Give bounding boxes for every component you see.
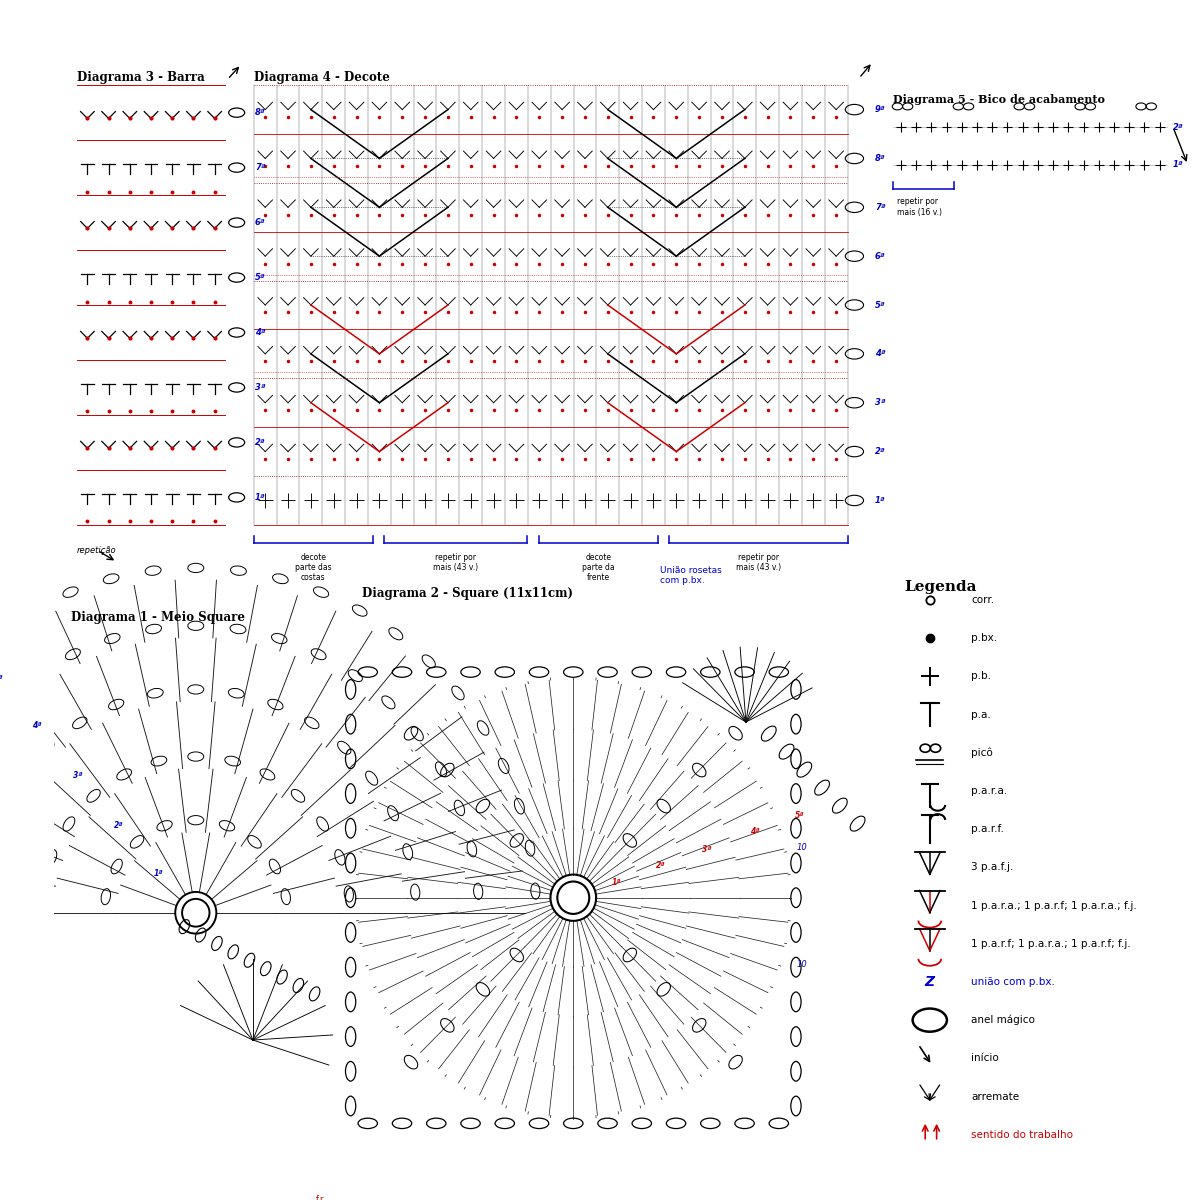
Text: união com p.bx.: união com p.bx. xyxy=(971,977,1055,986)
Text: 3 p.a.f.j.: 3 p.a.f.j. xyxy=(971,863,1013,872)
Text: p.a.: p.a. xyxy=(971,709,991,720)
Text: 4ª: 4ª xyxy=(750,827,760,836)
Text: 7ª: 7ª xyxy=(875,203,886,212)
Text: 3ª: 3ª xyxy=(702,845,712,853)
Text: Z: Z xyxy=(925,974,935,989)
Text: 1ª: 1ª xyxy=(154,869,163,878)
Text: 4ª: 4ª xyxy=(254,328,265,337)
Text: União rosetas
com p.bx.: União rosetas com p.bx. xyxy=(660,565,721,586)
Text: anel mágico: anel mágico xyxy=(971,1015,1034,1025)
Text: 7ª: 7ª xyxy=(254,163,265,172)
Text: picô: picô xyxy=(971,748,992,758)
Text: 2ª: 2ª xyxy=(114,821,124,830)
Text: 8ª: 8ª xyxy=(875,154,886,163)
Text: 2ª: 2ª xyxy=(655,862,665,870)
Text: p.bx.: p.bx. xyxy=(971,634,997,643)
Text: 9ª: 9ª xyxy=(875,106,886,114)
Text: 5ª: 5ª xyxy=(254,274,265,282)
Text: f.r.: f.r. xyxy=(317,1195,326,1200)
Text: repetir por
mais (43 v.): repetir por mais (43 v.) xyxy=(736,553,781,572)
Text: 1ª: 1ª xyxy=(612,877,622,887)
Text: p.a.r.a.: p.a.r.a. xyxy=(971,786,1007,796)
Text: decote
parte da
frente: decote parte da frente xyxy=(582,553,614,582)
Text: 5ª: 5ª xyxy=(0,673,4,683)
Text: 5ª: 5ª xyxy=(875,300,886,310)
Text: corr.: corr. xyxy=(971,595,994,605)
Text: repetição: repetição xyxy=(77,546,116,554)
Text: 6ª: 6ª xyxy=(875,252,886,260)
Text: 1 p.a.r.a.; 1 p.a.r.f; 1 p.a.r.a.; f.j.: 1 p.a.r.a.; 1 p.a.r.f; 1 p.a.r.a.; f.j. xyxy=(971,900,1136,911)
Text: Legenda: Legenda xyxy=(905,581,977,594)
Text: Diagrama 2 - Square (11x11cm): Diagrama 2 - Square (11x11cm) xyxy=(362,587,574,600)
Text: 5ª: 5ª xyxy=(796,810,805,820)
Text: repetir por
mais (43 v.): repetir por mais (43 v.) xyxy=(433,553,479,572)
Text: 3ª: 3ª xyxy=(875,398,886,407)
Text: 10: 10 xyxy=(797,960,808,968)
Text: arremate: arremate xyxy=(971,1092,1019,1102)
Text: 1ª: 1ª xyxy=(254,493,265,502)
Text: 1ª: 1ª xyxy=(1172,161,1183,169)
Text: Diagrama 4 - Decote: Diagrama 4 - Decote xyxy=(253,71,390,84)
Text: início: início xyxy=(971,1054,998,1063)
Text: 4ª: 4ª xyxy=(32,720,42,730)
Text: 2ª: 2ª xyxy=(1172,122,1183,132)
Text: p.a.r.f.: p.a.r.f. xyxy=(971,824,1003,834)
Text: 10: 10 xyxy=(797,842,808,852)
Text: 3ª: 3ª xyxy=(254,383,265,392)
Text: p.b.: p.b. xyxy=(971,672,991,682)
Text: 1ª: 1ª xyxy=(875,496,886,505)
Text: 8ª: 8ª xyxy=(254,108,265,118)
Text: Diagrama 3 - Barra: Diagrama 3 - Barra xyxy=(77,71,204,84)
Text: 2ª: 2ª xyxy=(254,438,265,446)
Text: Diagrama 1 - Meio Square: Diagrama 1 - Meio Square xyxy=(71,611,245,624)
Text: 6ª: 6ª xyxy=(254,218,265,227)
Text: decote
parte das
costas: decote parte das costas xyxy=(295,553,331,582)
Text: Diagrama 5 - Bico de acabamento: Diagrama 5 - Bico de acabamento xyxy=(893,95,1105,106)
Text: 4ª: 4ª xyxy=(875,349,886,359)
Text: 2ª: 2ª xyxy=(875,448,886,456)
Text: 3ª: 3ª xyxy=(73,770,83,780)
Text: 1 p.a.r.f; 1 p.a.r.a.; 1 p.a.r.f; f.j.: 1 p.a.r.f; 1 p.a.r.a.; 1 p.a.r.f; f.j. xyxy=(971,938,1130,949)
Text: repetir por
mais (16 v.): repetir por mais (16 v.) xyxy=(896,198,942,217)
Text: sentido do trabalho: sentido do trabalho xyxy=(971,1129,1073,1140)
